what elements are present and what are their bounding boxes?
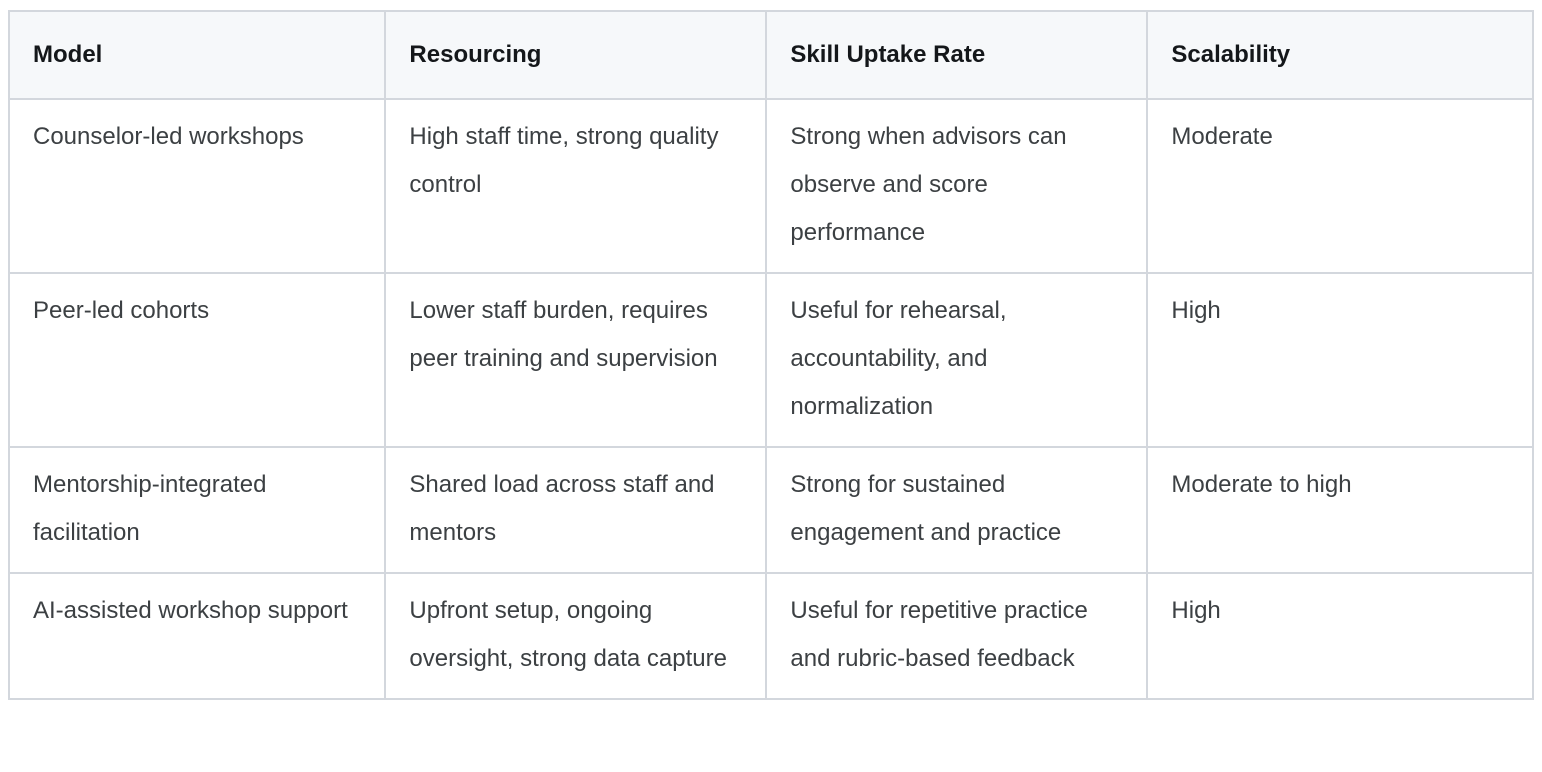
cell-resourcing: Upfront setup, ongoing oversight, strong… [384, 572, 768, 700]
cell-scalability: High [1146, 572, 1534, 700]
cell-scalability: Moderate [1146, 98, 1534, 274]
cell-resourcing: High staff time, strong quality control [384, 98, 768, 274]
cell-model: Mentorship-integrated facilitation [7, 446, 387, 574]
cell-skill-uptake-rate: Useful for rehearsal, accountability, an… [765, 272, 1149, 448]
table-row-counselor-led-workshops: Counselor-led workshops High staff time,… [7, 98, 1534, 274]
table-row-ai-assisted-workshop-support: AI-assisted workshop support Upfront set… [7, 572, 1534, 700]
column-header-scalability: Scalability [1146, 10, 1534, 100]
cell-skill-uptake-rate: Useful for repetitive practice and rubri… [765, 572, 1149, 700]
table-row-mentorship-integrated-facilitation: Mentorship-integrated facilitation Share… [7, 446, 1534, 574]
cell-scalability: Moderate to high [1146, 446, 1534, 574]
column-header-resourcing: Resourcing [384, 10, 768, 100]
cell-scalability: High [1146, 272, 1534, 448]
column-header-skill-uptake-rate: Skill Uptake Rate [765, 10, 1149, 100]
column-header-model: Model [7, 10, 387, 100]
cell-model: AI-assisted workshop support [7, 572, 387, 700]
cell-model: Peer-led cohorts [7, 272, 387, 448]
cell-skill-uptake-rate: Strong for sustained engagement and prac… [765, 446, 1149, 574]
cell-skill-uptake-rate: Strong when advisors can observe and sco… [765, 98, 1149, 274]
workshop-models-comparison-table: Model Resourcing Skill Uptake Rate Scala… [7, 10, 1534, 700]
table-header-row: Model Resourcing Skill Uptake Rate Scala… [7, 10, 1534, 100]
table-row-peer-led-cohorts: Peer-led cohorts Lower staff burden, req… [7, 272, 1534, 448]
cell-resourcing: Shared load across staff and mentors [384, 446, 768, 574]
cell-resourcing: Lower staff burden, requires peer traini… [384, 272, 768, 448]
cell-model: Counselor-led workshops [7, 98, 387, 274]
